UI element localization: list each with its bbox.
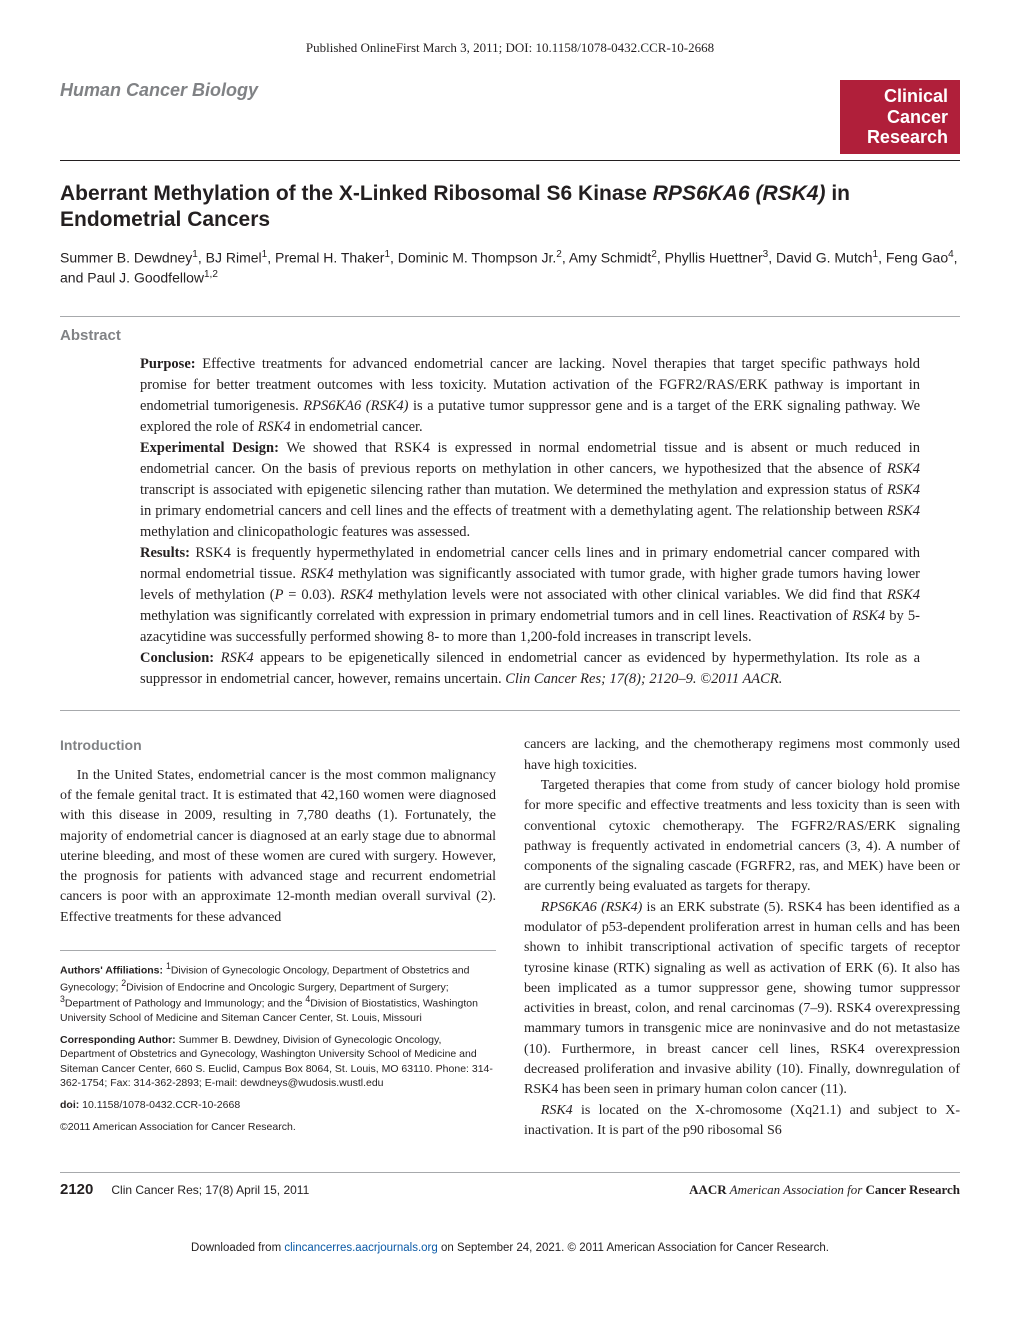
abstract-label: Experimental Design: xyxy=(140,440,279,456)
abstract-para: Experimental Design: We showed that RSK4… xyxy=(140,438,920,543)
horizontal-rule xyxy=(60,710,960,711)
abstract-para: Results: RSK4 is frequently hypermethyla… xyxy=(140,543,920,648)
journal-badge-line: Clinical xyxy=(864,86,948,107)
abstract-text: RSK4 appears to be epigenetically silenc… xyxy=(140,650,920,687)
body-paragraph: Targeted therapies that come from study … xyxy=(524,776,960,898)
header-row: Human Cancer Biology Clinical Cancer Res… xyxy=(60,80,960,161)
journal-badge-line: Research xyxy=(864,127,948,148)
online-first-line: Published OnlineFirst March 3, 2011; DOI… xyxy=(60,40,960,56)
body-paragraph: RSK4 is located on the X-chromosome (Xq2… xyxy=(524,1101,960,1142)
author-list: Summer B. Dewdney1, BJ Rimel1, Premal H.… xyxy=(60,248,960,289)
copyright-line: ©2011 American Association for Cancer Re… xyxy=(60,1120,496,1134)
journal-badge-line: Cancer xyxy=(864,107,948,128)
abstract-label: Purpose: xyxy=(140,356,196,372)
left-column: Introduction In the United States, endom… xyxy=(60,735,496,1142)
corresponding-author: Corresponding Author: Summer B. Dewdney,… xyxy=(60,1033,496,1090)
abstract-label: Results: xyxy=(140,545,190,561)
introduction-heading: Introduction xyxy=(60,735,496,755)
abstract-text: RSK4 is frequently hypermethylated in en… xyxy=(140,545,920,645)
download-note: Downloaded from clincancerres.aacrjourna… xyxy=(60,1242,960,1254)
affiliation-box: Authors' Affiliations: 1Division of Gyne… xyxy=(60,950,496,1134)
journal-issue: Clin Cancer Res; 17(8) April 15, 2011 xyxy=(111,1183,309,1197)
doi-line: doi: 10.1158/1078-0432.CCR-10-2668 xyxy=(60,1098,496,1112)
journal-badge: Clinical Cancer Research xyxy=(840,80,960,154)
page-number: 2120 xyxy=(60,1181,93,1198)
body-paragraph: cancers are lacking, and the chemotherap… xyxy=(524,735,960,776)
section-label: Human Cancer Biology xyxy=(60,80,258,101)
two-column-body: Introduction In the United States, endom… xyxy=(60,735,960,1142)
aacr-logo: AACR American Association for Cancer Res… xyxy=(689,1182,960,1198)
body-paragraph: In the United States, endometrial cancer… xyxy=(60,766,496,928)
abstract-para: Conclusion: RSK4 appears to be epigeneti… xyxy=(140,648,920,690)
abstract-para: Purpose: Effective treatments for advanc… xyxy=(140,354,920,438)
authors-affiliations: Authors' Affiliations: 1Division of Gyne… xyxy=(60,961,496,1025)
abstract-body: Purpose: Effective treatments for advanc… xyxy=(140,354,920,690)
body-paragraph: RPS6KA6 (RSK4) is an ERK substrate (5). … xyxy=(524,898,960,1101)
abstract-label: Conclusion: xyxy=(140,650,214,666)
footer: 2120 Clin Cancer Res; 17(8) April 15, 20… xyxy=(60,1172,960,1198)
abstract-heading: Abstract xyxy=(60,316,960,344)
footer-left: 2120 Clin Cancer Res; 17(8) April 15, 20… xyxy=(60,1181,309,1198)
abstract-text: Effective treatments for advanced endome… xyxy=(140,356,920,435)
right-column: cancers are lacking, and the chemotherap… xyxy=(524,735,960,1142)
article-title: Aberrant Methylation of the X-Linked Rib… xyxy=(60,181,960,234)
